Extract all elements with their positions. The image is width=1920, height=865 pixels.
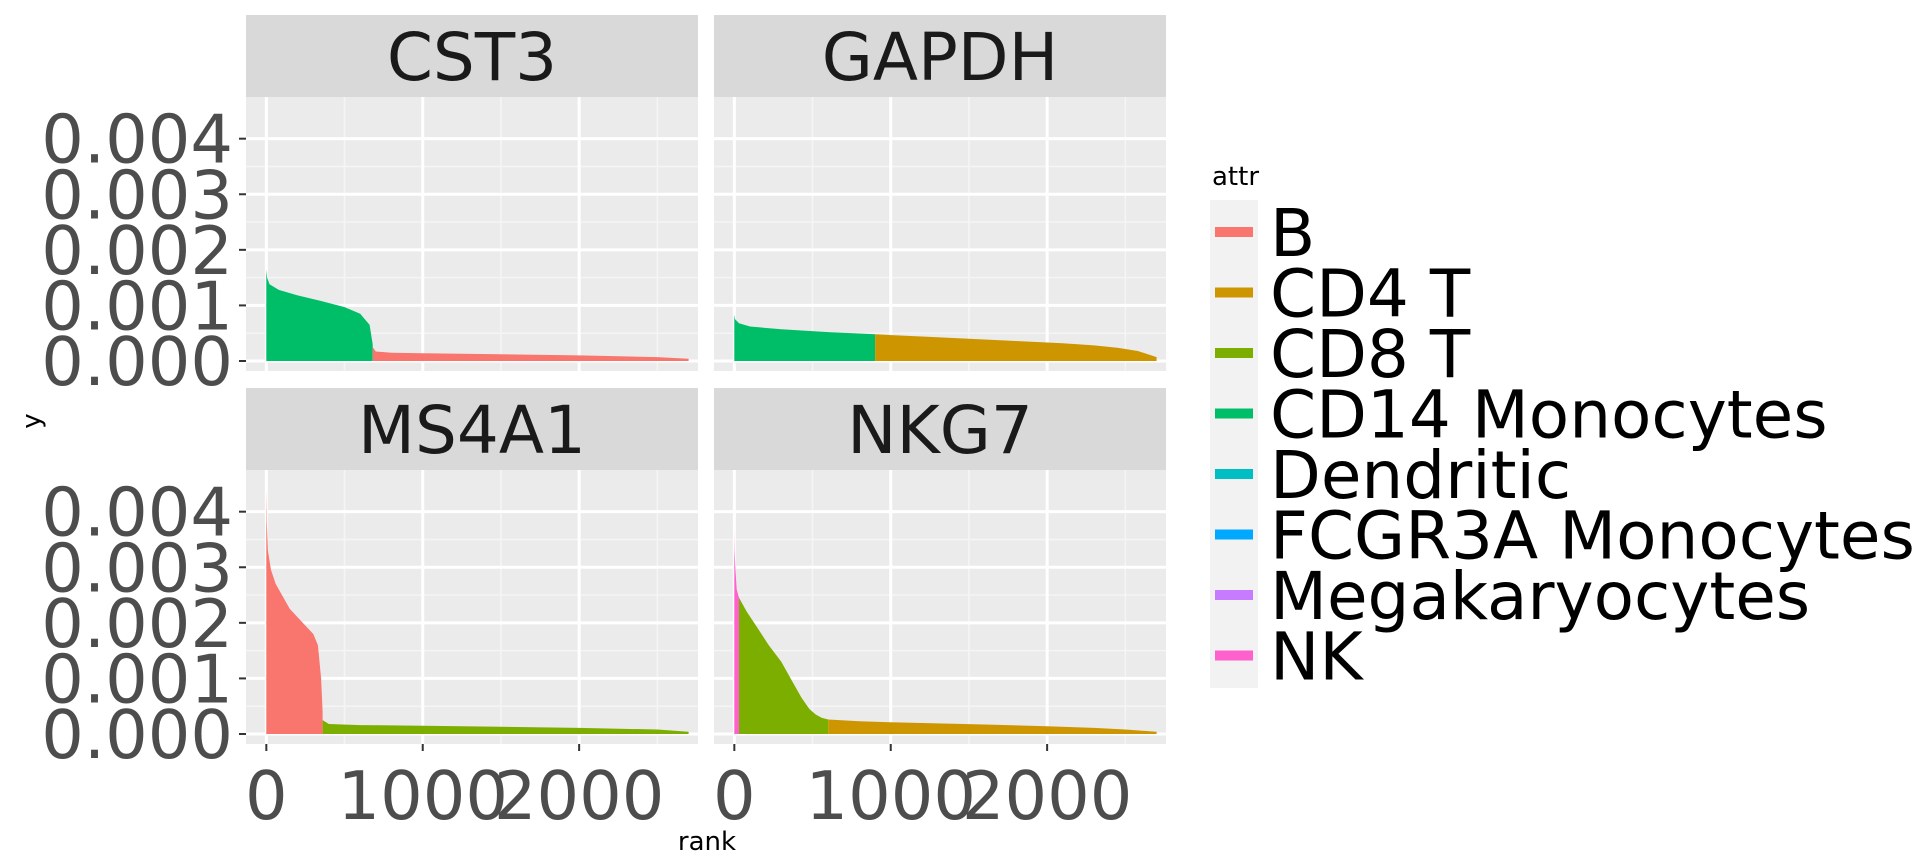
facet-strip — [714, 15, 1166, 97]
legend-item: NK — [1215, 619, 1364, 696]
legend-swatch — [1215, 227, 1253, 237]
legend-label: CD8 T — [1270, 316, 1471, 393]
legend-label: FCGR3A Monocytes — [1270, 498, 1915, 575]
facet-strip — [246, 388, 698, 470]
area-cd8-t — [322, 720, 689, 734]
legend-swatch — [1215, 348, 1253, 358]
y-tick-label: 0.002 — [41, 585, 233, 663]
y-tick-label: 0.004 — [41, 474, 233, 552]
panels-layer: CST30.0000.0010.0020.0030.004GAPDHMS4A10… — [41, 15, 1166, 835]
y-tick-label: 0.000 — [41, 696, 233, 774]
legend-swatch — [1215, 650, 1253, 661]
plot-background — [714, 97, 1166, 371]
y-tick-label: 0.003 — [41, 529, 233, 607]
y-tick-label: 0.003 — [41, 156, 233, 234]
legend-key-background — [1210, 200, 1258, 688]
area-cd4-t — [875, 334, 1157, 361]
legend-label: Megakaryocytes — [1270, 558, 1810, 635]
legend-item: CD14 Monocytes — [1215, 377, 1828, 454]
legend-label: CD4 T — [1270, 256, 1471, 333]
legend-label: NK — [1270, 619, 1364, 696]
legend-swatch — [1215, 287, 1253, 298]
facet-label: MS4A1 — [358, 392, 586, 469]
legend-item: CD8 T — [1215, 316, 1471, 393]
legend-swatch — [1215, 469, 1253, 479]
legend-item: CD4 T — [1215, 256, 1471, 333]
area-cd8-t — [739, 597, 829, 734]
x-tick-label: 2000 — [962, 757, 1133, 835]
legend-swatch — [1215, 590, 1253, 600]
area-cd4-t — [828, 719, 1157, 734]
y-tick-label: 0.002 — [41, 212, 233, 290]
facet-strip — [714, 388, 1166, 470]
y-tick-label: 0.000 — [41, 323, 233, 401]
facet-label: CST3 — [387, 19, 557, 96]
legend-label: Dendritic — [1270, 437, 1571, 514]
legend-swatch — [1215, 529, 1253, 540]
legend-item: Megakaryocytes — [1215, 558, 1810, 635]
x-axis-title: rank — [678, 827, 736, 857]
y-tick-label: 0.001 — [41, 267, 233, 345]
x-tick-label: 0 — [245, 757, 288, 835]
legend-item: Dendritic — [1215, 437, 1571, 514]
panel-gapdh: GAPDH — [714, 15, 1166, 371]
area-b — [372, 347, 689, 361]
facet-strip — [246, 15, 698, 97]
legend-title: attr — [1212, 162, 1259, 192]
x-tick-label: 1000 — [805, 757, 976, 835]
y-tick-label: 0.001 — [41, 640, 233, 718]
area-b — [266, 489, 323, 734]
legend-item: FCGR3A Monocytes — [1215, 498, 1915, 575]
x-tick-label: 2000 — [494, 757, 665, 835]
area-nk — [734, 531, 739, 734]
y-axis-title: y — [17, 413, 47, 428]
area-cd14-monocytes — [266, 269, 373, 361]
x-tick-label: 0 — [713, 757, 756, 835]
legend-label: B — [1270, 195, 1315, 272]
legend-swatch — [1215, 408, 1253, 419]
area-cd14-monocytes — [734, 314, 876, 361]
y-tick-label: 0.004 — [41, 101, 233, 179]
facet-label: NKG7 — [847, 392, 1033, 469]
x-tick-label: 1000 — [337, 757, 508, 835]
legend-item: B — [1215, 195, 1315, 272]
legend-label: CD14 Monocytes — [1270, 377, 1828, 454]
facet-label: GAPDH — [822, 19, 1059, 96]
